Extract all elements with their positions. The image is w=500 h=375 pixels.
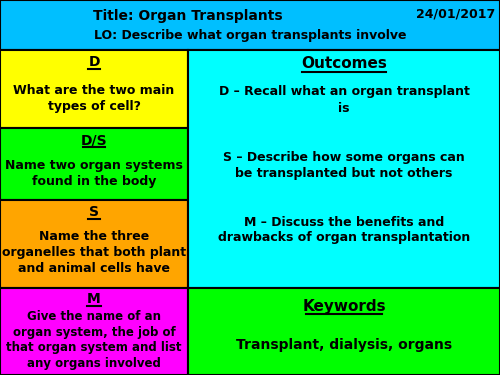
Text: Keywords: Keywords xyxy=(302,298,386,314)
Text: Name two organ systems
found in the body: Name two organ systems found in the body xyxy=(5,159,183,188)
Bar xyxy=(0,288,188,375)
Text: Outcomes: Outcomes xyxy=(301,57,387,72)
Bar xyxy=(0,50,188,128)
Bar xyxy=(0,0,500,50)
Text: LO: Describe what organ transplants involve: LO: Describe what organ transplants invo… xyxy=(94,30,406,42)
Text: What are the two main
types of cell?: What are the two main types of cell? xyxy=(14,84,174,113)
Bar xyxy=(0,128,188,200)
Bar xyxy=(188,50,500,288)
Bar xyxy=(188,288,500,375)
Text: Title: Organ Transplants: Title: Organ Transplants xyxy=(92,9,282,23)
Text: D – Recall what an organ transplant
is: D – Recall what an organ transplant is xyxy=(218,86,470,114)
Bar xyxy=(0,200,188,288)
Text: D: D xyxy=(88,55,100,69)
Text: M – Discuss the benefits and
drawbacks of organ transplantation: M – Discuss the benefits and drawbacks o… xyxy=(218,216,470,244)
Text: 24/01/2017: 24/01/2017 xyxy=(416,8,495,21)
Text: D/S: D/S xyxy=(80,133,108,147)
Text: Give the name of an
organ system, the job of
that organ system and list
any orga: Give the name of an organ system, the jo… xyxy=(6,310,182,370)
Text: Transplant, dialysis, organs: Transplant, dialysis, organs xyxy=(236,338,452,351)
Text: Name the three
organelles that both plant
and animal cells have: Name the three organelles that both plan… xyxy=(2,230,186,275)
Text: S – Describe how some organs can
be transplanted but not others: S – Describe how some organs can be tran… xyxy=(223,150,465,180)
Text: S: S xyxy=(89,205,99,219)
Text: M: M xyxy=(87,292,101,306)
